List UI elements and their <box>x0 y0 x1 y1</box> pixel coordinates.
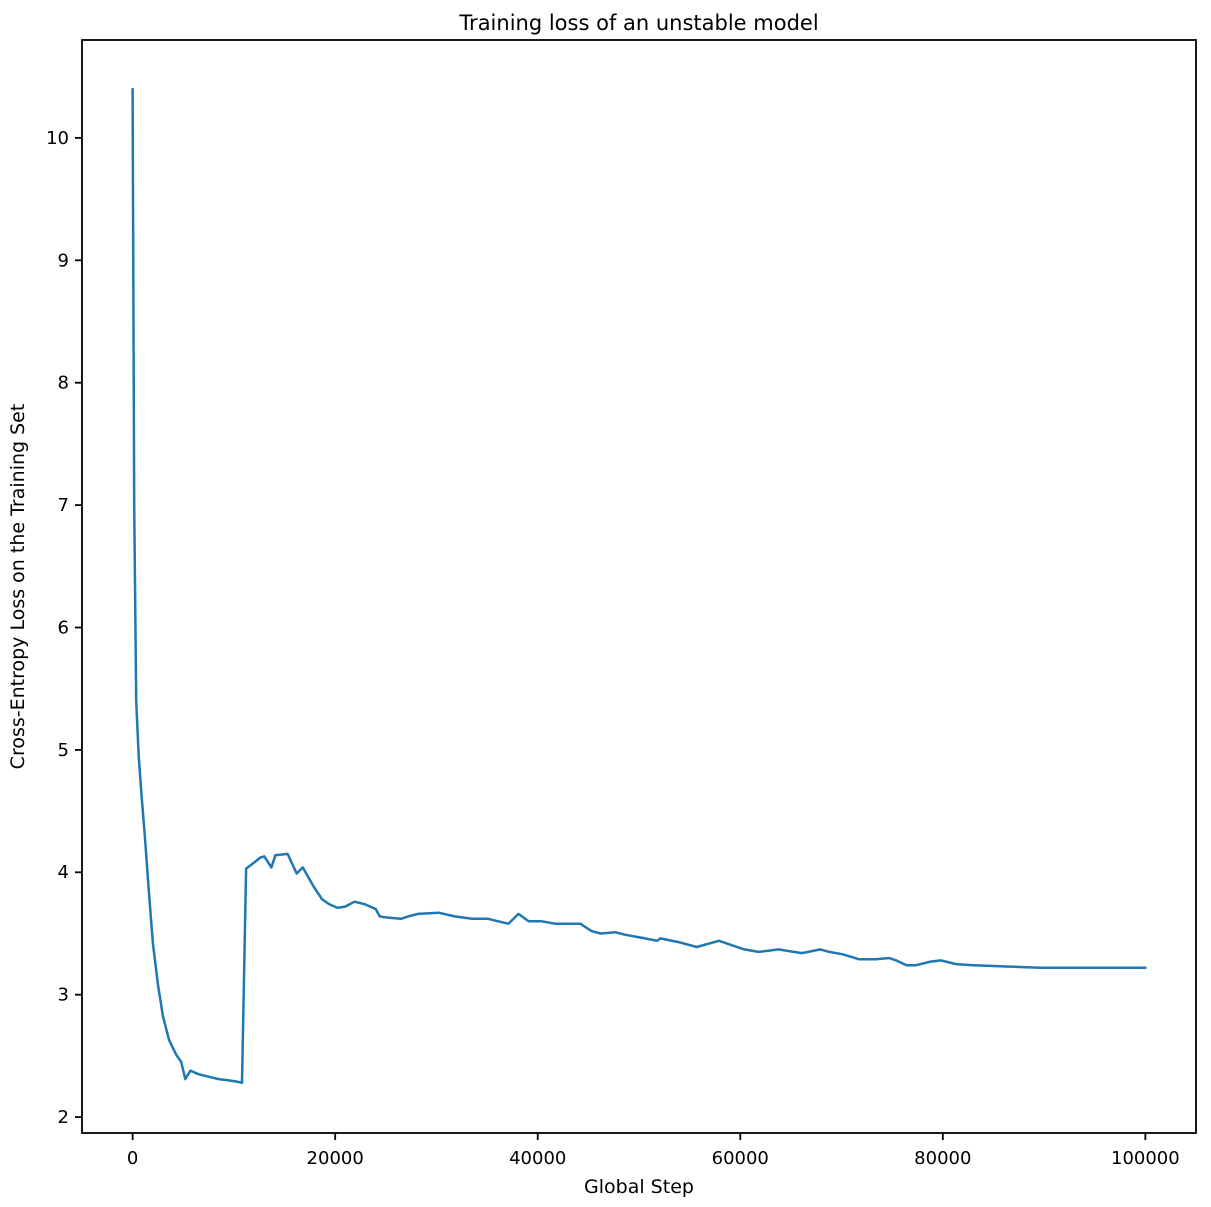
axes-spines <box>81 39 1197 1134</box>
x-tick-label: 60000 <box>712 1148 769 1169</box>
y-tick-label: 4 <box>58 862 69 883</box>
loss-line <box>131 87 1147 1085</box>
y-axis-label: Cross-Entropy Loss on the Training Set <box>7 404 29 770</box>
chart-title: Training loss of an unstable model <box>458 11 818 35</box>
y-tick-label: 7 <box>58 495 69 516</box>
y-tick-label: 6 <box>58 617 69 638</box>
y-tick-label: 5 <box>58 740 69 761</box>
y-tick-label: 8 <box>58 373 69 394</box>
x-tick-label: 0 <box>127 1148 138 1169</box>
y-tick-label: 9 <box>58 250 69 271</box>
x-tick-label: 20000 <box>307 1148 364 1169</box>
x-tick-label: 40000 <box>509 1148 566 1169</box>
x-axis-label: Global Step <box>584 1176 694 1198</box>
y-tick-label: 2 <box>58 1107 69 1128</box>
x-tick-label: 80000 <box>914 1148 971 1169</box>
y-tick-label: 3 <box>58 985 69 1006</box>
x-tick-label: 100000 <box>1111 1148 1180 1169</box>
y-axis-ticks: 2 3 4 5 6 7 8 9 10 <box>46 128 82 1128</box>
x-axis-ticks: 0 20000 40000 60000 80000 100000 <box>127 1133 1180 1169</box>
y-tick-label: 10 <box>46 128 69 149</box>
